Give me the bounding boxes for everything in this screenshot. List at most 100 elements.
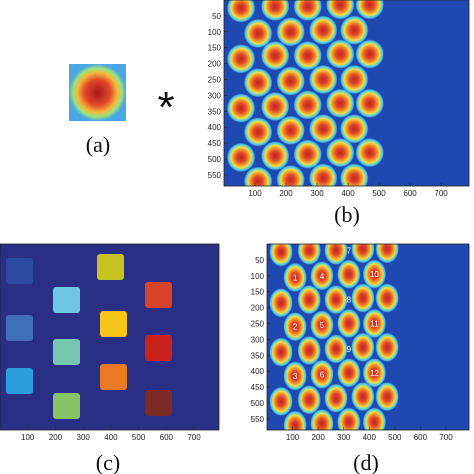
peak-blob: [269, 288, 293, 318]
peak-blob: [375, 283, 399, 313]
y-tick-label: 300: [208, 91, 222, 100]
peak-blob: [276, 164, 306, 186]
label-square: [53, 287, 80, 313]
peak-blob: [308, 114, 338, 144]
label-square: [53, 339, 80, 365]
peak-blob: [325, 39, 355, 69]
peak-blob: [355, 137, 385, 168]
peak-blob: [310, 261, 334, 291]
y-tick-label: 550: [251, 415, 265, 424]
y-tick-label: 400: [208, 123, 222, 132]
peak-label: 6: [320, 370, 325, 379]
x-tick-label: 400: [363, 433, 377, 442]
y-tick-label: 150: [251, 288, 265, 297]
label-square: [97, 254, 124, 280]
x-tick-label: 200: [311, 433, 325, 442]
peak-blob: [325, 88, 355, 119]
peak-blob: [355, 39, 385, 69]
y-tick-label: 450: [208, 139, 222, 148]
peak-blob: [297, 244, 321, 266]
y-tick-label: 200: [251, 304, 265, 313]
label-square: [6, 315, 33, 341]
peak-blob: [308, 163, 338, 186]
peak-blob: [324, 334, 348, 364]
peak-blob: [337, 259, 361, 289]
peak-blob: [362, 358, 387, 388]
y-tick-label: 400: [251, 367, 265, 376]
peak-blob: [337, 358, 361, 388]
peak-blob: [226, 44, 256, 74]
peak-blob: [283, 361, 307, 391]
peak-blob: [310, 408, 334, 430]
peak-blob: [276, 17, 306, 47]
peak-blob: [293, 0, 323, 22]
peak-blob: [375, 332, 399, 363]
panel-b: 100 200 300 400 500 600 700 50 100 150 200 250 300 3…: [208, 0, 470, 227]
peak-blob: [339, 114, 369, 144]
peak-blob: [362, 308, 387, 339]
y-tick-label: 100: [251, 272, 265, 281]
panel-a: (a): [69, 64, 126, 157]
x-tick-label: 300: [76, 433, 90, 442]
peak-blob: [362, 407, 387, 430]
y-tick-label: 100: [208, 28, 222, 37]
peak-label: 5: [320, 321, 325, 330]
label-square: [6, 368, 33, 394]
peak-blob: [283, 262, 307, 293]
y-tick-label: 500: [208, 155, 222, 164]
peak-blob: [375, 244, 399, 264]
peak-blob: [293, 139, 323, 169]
peak-label: 4: [320, 272, 325, 281]
peak-blob: [226, 93, 256, 123]
label-square: [6, 258, 33, 284]
y-tick-label: 200: [208, 60, 222, 69]
x-tick-label: 500: [388, 433, 402, 442]
panel-b-label: (b): [334, 202, 360, 227]
peak-blob: [324, 244, 348, 266]
y-tick-label: 250: [208, 75, 222, 84]
label-square: [53, 393, 80, 419]
peak-blob: [260, 141, 290, 171]
x-tick-label: 500: [372, 189, 386, 198]
peak-blob: [325, 137, 355, 168]
y-tick-label: 550: [208, 171, 222, 180]
panel-a-label: (a): [86, 132, 110, 157]
peak-blob: [308, 64, 338, 95]
peak-blob: [283, 410, 307, 430]
peak-blob: [324, 284, 348, 315]
peak-label: 11: [370, 319, 379, 328]
x-tick-label: 600: [160, 433, 174, 442]
convolution-operator: *: [157, 83, 174, 132]
kernel-blob: [69, 64, 126, 121]
x-tick-label: 300: [310, 189, 324, 198]
panel-c: 100 200 300 400 500 600 700 (c): [0, 243, 220, 474]
y-tick-label: 500: [251, 399, 265, 408]
peak-label: 2: [293, 323, 298, 332]
peak-blob: [260, 40, 290, 71]
peak-blob: [351, 332, 375, 363]
label-square: [100, 311, 127, 337]
panel-c-xticks: 100 200 300 400 500 600 700: [21, 427, 201, 442]
label-square: [145, 335, 172, 361]
x-tick-label: 600: [403, 189, 417, 198]
panel-c-label: (c): [96, 450, 120, 474]
peak-blob: [269, 337, 293, 367]
peak-blob: [337, 407, 361, 430]
peak-label: 12: [370, 369, 379, 378]
peak-blob: [325, 0, 355, 20]
x-tick-label: 500: [132, 433, 146, 442]
peak-blob: [308, 15, 338, 45]
peak-label: 9: [347, 345, 352, 354]
y-tick-label: 300: [251, 335, 265, 344]
peak-blob: [260, 91, 290, 122]
peak-label: 7: [347, 246, 352, 255]
x-tick-label: 700: [434, 189, 448, 198]
peak-blob: [351, 283, 375, 313]
peak-blob: [339, 15, 369, 45]
peak-blob: [362, 259, 387, 289]
peak-blob: [324, 383, 348, 413]
peak-label: 8: [347, 296, 352, 305]
peak-blob: [339, 64, 369, 95]
